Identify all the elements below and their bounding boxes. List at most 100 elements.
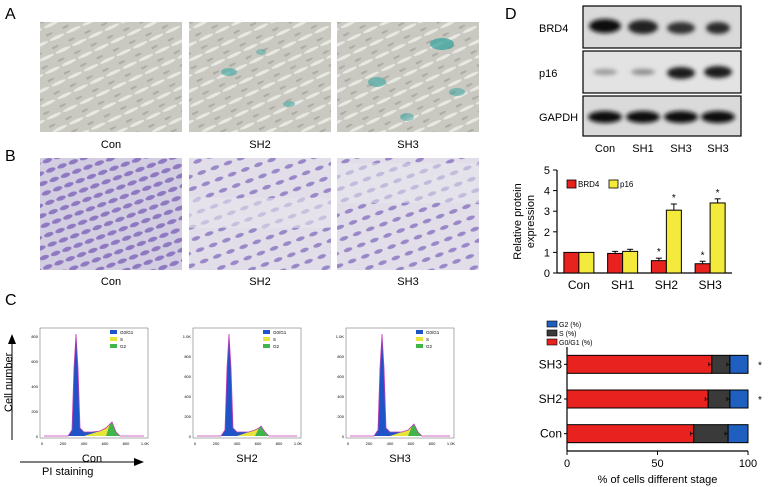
segment-con [727,424,749,444]
legend-label: BRD4 [578,180,600,189]
x-tick: 400 [387,441,394,446]
micrograph-texture [337,22,479,132]
arrow-head-icon [134,458,144,466]
blot-label-brd4: BRD4 [539,23,568,35]
x-tick: 800 [429,441,436,446]
lane-label: SH3 [670,143,691,155]
legend-label: G0/G1 (%) [559,340,592,347]
flow-cytometry-panel: Cell number PI staining G0/G1 S G2 0 200… [3,327,456,478]
y-tick: 0 [36,434,39,439]
significance-star: * [758,395,762,406]
legend-g2: G2 [426,344,433,349]
y-tick: 200 [184,414,191,419]
x-tick: 200 [213,441,220,446]
x-tick: 0 [347,441,350,446]
y-tick-label: 3 [544,206,550,218]
legend-g0g1: G0/G1 [120,330,134,335]
x-tick: 1.0K [294,441,303,446]
x-tick: 800 [123,441,130,446]
g0g1-peak [44,334,114,436]
y-tick: 800 [31,334,38,339]
bar-brd4-sh3 [694,263,711,274]
x-tick-label: SH3 [698,278,722,292]
segment-sh3 [566,354,713,374]
panel-label-a: A [5,6,16,23]
y-tick-label: SH3 [539,357,563,371]
lane-label: SH1 [632,143,653,155]
histogram-sh3: G0/G1 S G2 0 200 400 600 800 1.0K 0 200 … [336,327,456,446]
micrograph-texture [189,22,331,132]
micrograph-texture [40,22,182,132]
bar-p16-sh2 [665,209,682,274]
legend-label: G2 (%) [559,322,581,329]
legend-label: p16 [620,180,634,189]
y-tick: 600 [31,359,38,364]
significance-star: * [758,360,762,371]
x-tick: 1.0K [141,441,150,446]
y-tick-label: 4 [544,186,550,198]
western-blot: BRD4 p16 GAPDH Con SH1 SH3 SH3 [539,5,742,155]
y-tick: 0 [342,434,345,439]
x-tick: 400 [81,441,88,446]
caption-b-con: Con [100,276,122,288]
x-tick: 400 [234,441,241,446]
x-tick-label: 100 [739,458,757,470]
caption-a-sh3: SH3 [397,139,419,151]
y-tick: 600 [337,374,344,379]
transwell-image-con [40,158,182,270]
legend-g2: G2 [120,344,127,349]
y-tick: 200 [31,409,38,414]
legend-label: S (%) [559,331,577,338]
x-tick-label: SH1 [611,278,635,292]
bar-p16-sh1 [622,250,639,274]
x-tick: 200 [60,441,67,446]
y-tick: 800 [337,354,344,359]
y-axis-label-cell-number: Cell number [3,352,15,412]
micrograph-texture [337,158,479,270]
y-tick: 1.0K [336,334,345,339]
segment-con [566,424,695,444]
panel-label-c: C [5,292,17,309]
y-tick: 200 [337,414,344,419]
caption-a-sh2: SH2 [249,139,271,151]
legend-swatch [546,320,558,328]
legend-s: S [426,337,429,342]
x-tick: 0 [41,441,44,446]
segment-sh2 [566,389,709,409]
micrograph-texture [189,158,331,270]
x-tick-label: 50 [651,458,663,470]
lane-label: SH3 [707,143,728,155]
legend-swatch [566,179,577,189]
y-tick-label: 2 [544,227,550,239]
caption-c-con: Con [82,453,102,465]
panel-label-b: B [5,148,16,165]
x-tick: 1.0K [447,441,456,446]
y-tick-label: 1 [544,247,550,259]
blot-label-gapdh: GAPDH [539,112,578,124]
bar-brd4-sh1 [607,252,624,274]
segment-sh2 [729,389,749,409]
y-tick: 400 [184,394,191,399]
legend-swatch [546,329,558,337]
y-tick: 0 [189,434,192,439]
x-tick: 600 [102,441,109,446]
y-tick: 800 [184,354,191,359]
legend-g0g1: G0/G1 [426,330,440,335]
x-tick-label: SH2 [655,278,679,292]
y-tick: 600 [184,374,191,379]
y-tick-label: 0 [544,268,550,280]
sa-beta-gal-image-sh3 [337,22,479,132]
legend-swatch [608,179,619,189]
histogram-con: G0/G1 S G2 0 200 400 600 800 0 200 400 6… [31,327,150,446]
x-tick-label: 0 [564,458,570,470]
y-tick: 400 [31,384,38,389]
y-tick-label: 5 [544,165,550,177]
significance-star: * [701,250,705,261]
legend-swatch [546,338,558,346]
histogram-sh2: G0/G1 S G2 0 200 400 600 800 1.0K 0 200 … [183,327,303,446]
x-axis-label: % of cells different stage [598,474,718,486]
transwell-image-sh3 [337,158,479,270]
caption-a-con: Con [100,139,122,151]
caption-b-sh3: SH3 [397,276,419,288]
x-axis-label-pi-staining: PI staining [42,466,93,478]
